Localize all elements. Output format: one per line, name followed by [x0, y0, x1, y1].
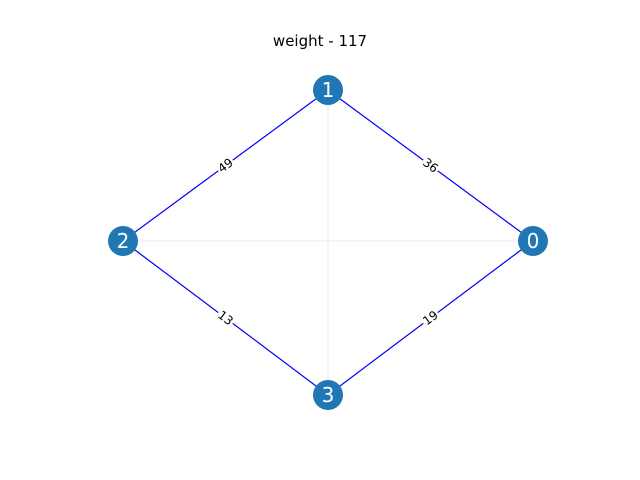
- edge-label-1-0: 36: [418, 153, 443, 178]
- edge-label-2-3: 13: [213, 306, 238, 330]
- node-3: 3: [313, 380, 343, 410]
- edge-label-1-2: 49: [213, 153, 238, 178]
- node-1: 1: [313, 75, 343, 105]
- node-0: 0: [518, 226, 548, 256]
- node-label: 2: [117, 229, 130, 253]
- edge-label-3-0: 19: [418, 306, 443, 330]
- edge-weight-text: 19: [420, 308, 441, 328]
- node-label: 1: [322, 78, 335, 102]
- edge-weight-text: 49: [215, 155, 236, 175]
- edge-weight-text: 13: [215, 308, 236, 328]
- node-label: 3: [322, 383, 335, 407]
- node-2: 2: [108, 226, 138, 256]
- edge-weight-text: 36: [420, 155, 441, 175]
- graph-title: weight - 117: [272, 32, 368, 50]
- node-label: 0: [527, 229, 540, 253]
